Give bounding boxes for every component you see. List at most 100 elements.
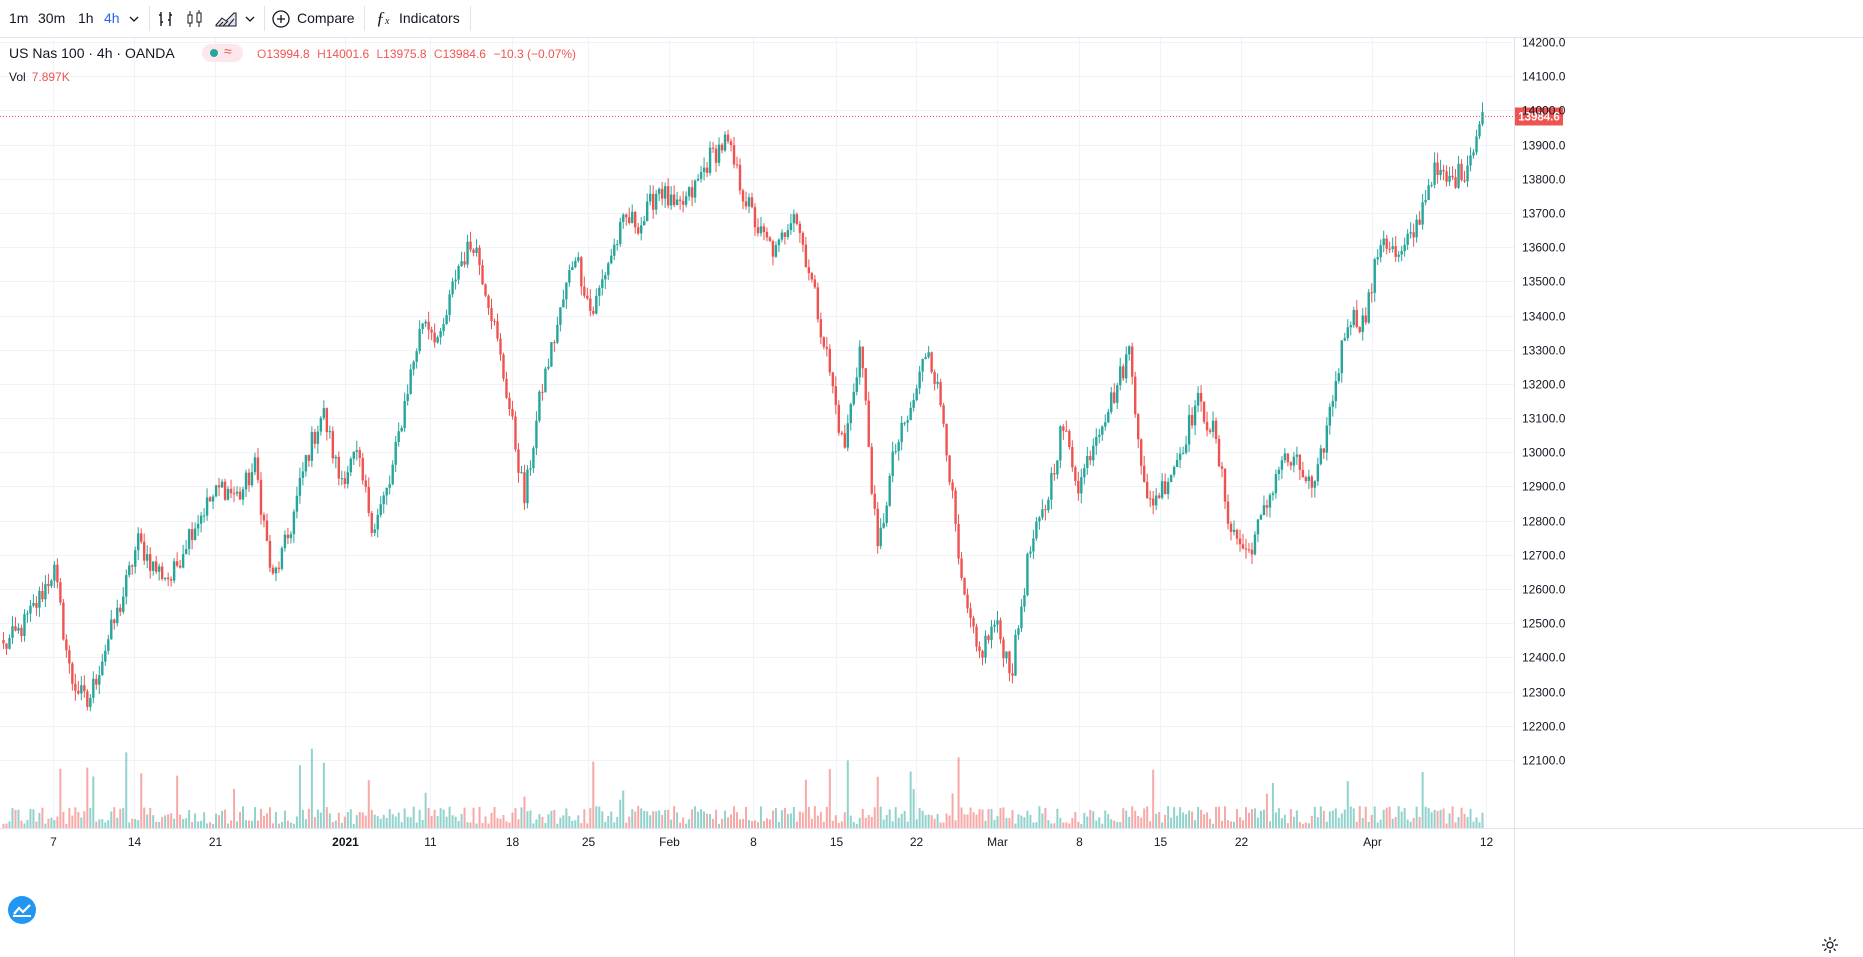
volume-bar — [1433, 809, 1436, 828]
candle-body — [32, 602, 35, 606]
candle-body — [927, 352, 930, 358]
candle-body — [241, 489, 245, 500]
status-pill[interactable]: ≈ — [202, 43, 243, 62]
indicators-button[interactable]: Indicators — [399, 10, 460, 26]
candle-body — [978, 646, 981, 651]
volume-bar — [1155, 813, 1158, 828]
last-price-tag — [1515, 107, 1563, 126]
volume-bar — [8, 821, 11, 828]
volume-bar — [969, 807, 972, 828]
volume-bar — [496, 818, 499, 828]
volume-bar — [1041, 813, 1044, 828]
volume-bar — [2, 823, 5, 828]
candle-body — [520, 472, 523, 474]
settings-gear-icon[interactable] — [1821, 936, 1839, 954]
volume-bar — [1277, 808, 1280, 828]
volume-bar — [894, 807, 897, 828]
candle-body — [726, 134, 730, 142]
candle-body — [1352, 309, 1355, 326]
volume-bar — [301, 809, 304, 828]
candle-body — [394, 442, 397, 465]
price-tick-label: 12400.0 — [1522, 651, 1566, 665]
volume-bar — [825, 806, 828, 828]
candle-body — [104, 650, 107, 662]
candle-body — [541, 391, 544, 393]
candle-body — [813, 279, 817, 288]
candle-body — [388, 484, 391, 488]
candle-body — [475, 247, 478, 253]
volume-bar — [274, 812, 277, 828]
chevron-down-icon[interactable] — [244, 13, 256, 25]
volume-bar — [837, 822, 840, 828]
candle-body — [756, 227, 760, 234]
candle-body — [143, 541, 146, 561]
candle-body — [984, 635, 987, 658]
chevron-down-icon[interactable] — [128, 13, 140, 25]
volume-bar — [86, 767, 89, 828]
candle-body — [1148, 498, 1152, 500]
candle-body — [217, 485, 221, 488]
price-chart[interactable]: 13984.6 14200.0 14100.0 14000.0 13900.0 1380… — [0, 38, 1863, 957]
volume-bar — [331, 822, 334, 828]
candle-body — [337, 456, 341, 479]
candle-body — [1412, 232, 1415, 238]
candle-body — [631, 211, 634, 223]
volume-bar — [340, 822, 343, 828]
compare-button[interactable]: Compare — [297, 10, 355, 26]
candle-body — [604, 275, 607, 280]
volume-bar — [1430, 812, 1433, 828]
volume-bar — [610, 811, 613, 828]
volume-bar — [1472, 821, 1475, 828]
volume-bar — [454, 816, 457, 828]
candle-body — [1014, 634, 1017, 676]
approx-icon: ≈ — [224, 43, 232, 59]
candle-body — [789, 223, 793, 231]
candle-body — [1340, 340, 1343, 374]
plus-circle-icon[interactable] — [271, 9, 291, 29]
volume-bar — [709, 814, 712, 828]
volume-bar — [370, 809, 373, 828]
candle-body — [472, 249, 475, 253]
volume-bar — [463, 807, 466, 828]
candle-body — [625, 214, 628, 218]
volume-bar — [631, 809, 634, 828]
candle-body — [292, 511, 296, 535]
volume-bar — [897, 817, 900, 828]
volume-bar — [1280, 818, 1283, 828]
candle-body — [1205, 421, 1209, 431]
bar-chart-icon[interactable] — [156, 9, 176, 29]
candle-body — [1223, 468, 1227, 502]
volume-bar — [1400, 811, 1403, 828]
ohlc-values: O13994.8 H14001.6 L13975.8 C13984.6 −10.… — [257, 47, 577, 61]
price-tick-label: 13800.0 — [1522, 173, 1566, 187]
candle-body — [358, 450, 361, 459]
symbol-title[interactable]: US Nas 100 · 4h · OANDA — [9, 45, 175, 61]
candle-body — [1208, 430, 1212, 432]
interval-30m-button[interactable]: 30m — [38, 10, 66, 26]
volume-bar — [253, 807, 256, 828]
interval-4h-button[interactable]: 4h — [104, 10, 120, 26]
candle-body — [1235, 529, 1239, 539]
volume-bar — [352, 823, 355, 828]
candle-body — [508, 397, 511, 410]
candle-body — [1424, 200, 1427, 203]
volume-bar — [1101, 823, 1104, 828]
interval-1m-button[interactable]: 1m — [9, 10, 29, 26]
volume-bar — [1125, 810, 1128, 828]
candlestick-icon[interactable] — [185, 9, 205, 29]
tradingview-logo-icon[interactable] — [8, 896, 36, 924]
volume-bar — [319, 812, 322, 828]
area-chart-icon[interactable] — [214, 9, 238, 29]
fx-icon[interactable]: ƒx — [376, 8, 390, 28]
price-tick-label: 12100.0 — [1522, 754, 1566, 768]
interval-1h-button[interactable]: 1h — [78, 10, 94, 26]
candle-body — [816, 287, 820, 320]
volume-bar — [571, 820, 574, 828]
candle-body — [83, 685, 86, 692]
volume-bar — [622, 790, 625, 828]
candle-body — [397, 431, 400, 443]
volume-bar — [559, 817, 562, 828]
candle-body — [598, 287, 601, 296]
volume-bar — [921, 810, 924, 828]
close-value: 13984.6 — [442, 47, 486, 61]
